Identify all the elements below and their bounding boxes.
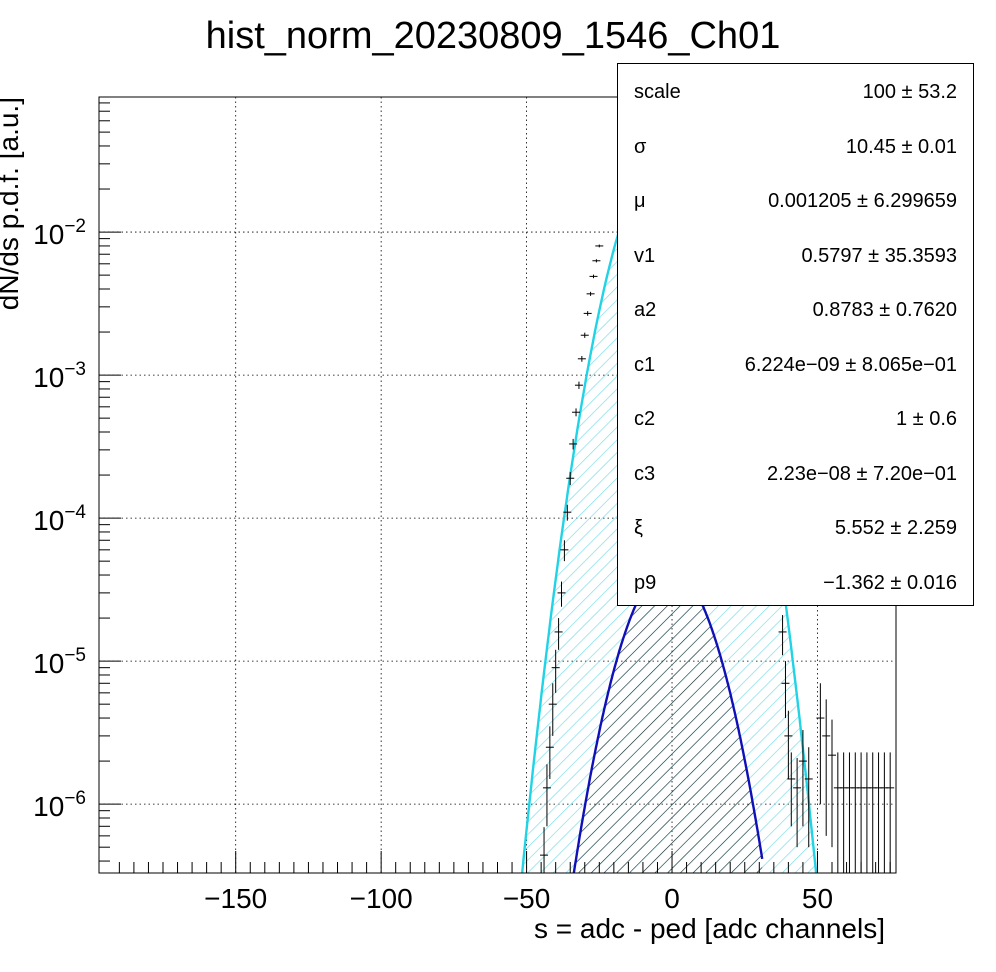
x-tick-label: 0 (664, 883, 680, 914)
stat-row: a2 0.8783 ± 0.7620 (618, 295, 973, 325)
stat-row: v1 0.5797 ± 35.3593 (618, 241, 973, 271)
chart-title: hist_norm_20230809_1546_Ch01 (206, 15, 781, 57)
stat-value: 0.5797 ± 35.3593 (801, 244, 957, 267)
stat-name: c3 (634, 462, 656, 485)
x-tick-label: 50 (802, 883, 833, 914)
stat-value: 1 ± 0.6 (895, 408, 957, 430)
stat-value: 2.23e−08 ± 7.20e−01 (766, 462, 957, 485)
stat-value: 10.45 ± 0.01 (845, 135, 957, 158)
y-tick-label: 10−2 (33, 216, 86, 250)
stat-name: c2 (634, 408, 656, 430)
stat-name: c1 (634, 353, 656, 376)
stat-row: c3 2.23e−08 ± 7.20e−01 (618, 459, 973, 489)
stat-row: ξ 5.552 ± 2.259 (618, 513, 973, 543)
y-axis-ticks: 10−2 10−3 10−4 10−5 10−6 (33, 102, 121, 862)
fit-stats-box: scale 100 ± 53.2 σ 10.45 ± 0.01 μ 0.001205 ± … (617, 63, 974, 606)
fit-area-component (573, 567, 763, 873)
y-axis-label: dN/ds p.d.f. [a.u.] (0, 97, 24, 310)
x-axis-label: s = adc - ped [adc channels] (534, 913, 885, 944)
stat-value: 6.224e−09 ± 8.065e−01 (744, 353, 957, 376)
stat-row: scale 100 ± 53.2 (618, 77, 973, 107)
stat-name: ξ (634, 517, 643, 539)
stat-name: scale (634, 81, 681, 103)
stat-name: μ (634, 190, 646, 212)
stat-name: v1 (634, 244, 656, 267)
y-tick-label: 10−6 (33, 788, 86, 822)
x-axis-ticks: −150 −100 −50 0 50 (118, 851, 891, 914)
stat-row: c2 1 ± 0.6 (618, 404, 973, 434)
stat-row: μ 0.001205 ± 6.299659 (618, 186, 973, 216)
stat-value: −1.362 ± 0.016 (823, 571, 957, 594)
x-tick-label: −150 (204, 883, 267, 914)
stat-name: p9 (634, 571, 657, 594)
stat-value: 0.001205 ± 6.299659 (768, 190, 957, 212)
y-tick-label: 10−5 (33, 645, 86, 679)
y-tick-label: 10−4 (33, 502, 86, 536)
stat-name: σ (634, 135, 647, 158)
stat-value: 0.8783 ± 0.7620 (812, 299, 957, 321)
stat-row: p9 −1.362 ± 0.016 (618, 568, 973, 598)
y-tick-label: 10−3 (33, 359, 86, 393)
x-tick-label: −100 (350, 883, 413, 914)
histogram-points (540, 244, 895, 873)
stat-name: a2 (634, 299, 657, 321)
stat-value: 100 ± 53.2 (862, 81, 957, 103)
stat-value: 5.552 ± 2.259 (834, 517, 957, 539)
stat-row: σ 10.45 ± 0.01 (618, 132, 973, 162)
x-tick-label: −50 (503, 883, 551, 914)
stat-row: c1 6.224e−09 ± 8.065e−01 (618, 350, 973, 380)
